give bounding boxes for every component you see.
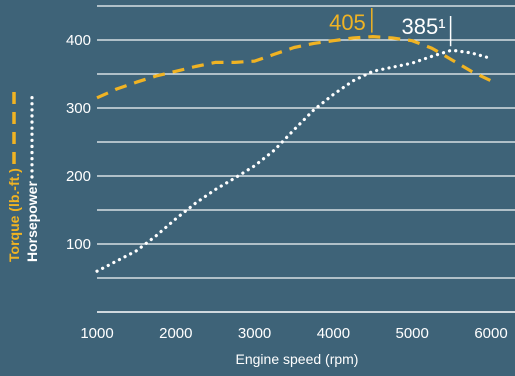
series-lines (95, 35, 493, 273)
peak-annotations: 405 385¹ (329, 8, 452, 47)
x-axis-title: Engine speed (rpm) (236, 351, 359, 367)
torque-series-line (96, 35, 492, 100)
x-tick-label: 6000 (474, 325, 507, 342)
y-tick-labels: 100 200 300 400 (66, 32, 91, 253)
horsepower-series-line (95, 48, 493, 273)
legend: Torque (lb.-ft.) Horsepower (6, 90, 40, 262)
x-tick-label: 5000 (396, 325, 429, 342)
x-tick-label: 2000 (159, 325, 192, 342)
y-tick-label: 100 (66, 236, 91, 253)
y-tick-label: 200 (66, 168, 91, 185)
x-tick-label: 4000 (317, 325, 350, 342)
y-tick-label: 400 (66, 32, 91, 49)
x-tick-labels: 1000 2000 3000 4000 5000 6000 (80, 325, 507, 342)
grid-lines (97, 5, 515, 313)
legend-horsepower-label: Horsepower (24, 181, 40, 262)
y-tick-label: 300 (66, 100, 91, 117)
torque-peak-label: 405 (329, 10, 366, 35)
x-tick-label: 3000 (238, 325, 271, 342)
horsepower-peak-label: 385¹ (402, 14, 446, 39)
x-tick-label: 1000 (80, 325, 113, 342)
legend-torque-label: Torque (lb.-ft.) (6, 168, 22, 262)
